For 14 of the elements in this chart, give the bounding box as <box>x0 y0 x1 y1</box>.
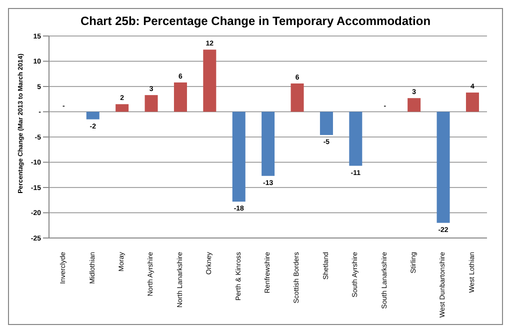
bar <box>174 82 187 112</box>
bar <box>203 50 216 112</box>
bar <box>349 112 362 166</box>
bar <box>86 112 100 120</box>
bar <box>436 112 450 223</box>
bar <box>116 104 129 112</box>
chart-title: Chart 25b: Percentage Change in Temporary Accommodation <box>79 14 432 28</box>
bar <box>466 92 479 112</box>
bar <box>232 112 246 202</box>
bar <box>262 112 275 176</box>
bar <box>290 83 304 112</box>
bar <box>408 98 421 112</box>
bar <box>320 112 333 135</box>
bar <box>144 95 158 112</box>
